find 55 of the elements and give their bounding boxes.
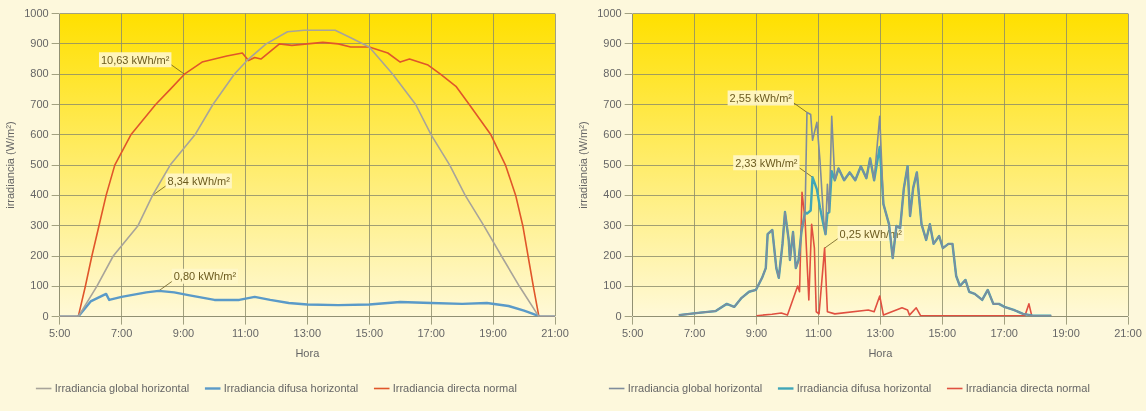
y-axis-title: irradiancia (W/m²)	[3, 121, 16, 209]
y-tick-label: 100	[603, 279, 622, 292]
y-tick-label: 600	[603, 127, 622, 140]
y-tick-label: 0	[615, 309, 622, 322]
x-tick-label: 11:00	[232, 327, 259, 340]
y-tick-label: 1000	[24, 6, 49, 19]
x-tick-label: 19:00	[1052, 327, 1080, 340]
y-tick-label: 400	[603, 188, 622, 201]
legend-label: Irradiancia difusa horizontal	[223, 381, 359, 394]
x-tick-label: 9:00	[745, 327, 768, 340]
y-tick-label: 200	[30, 249, 49, 262]
x-tick-label: 21:00	[541, 327, 569, 340]
x-axis-title: Hora	[295, 347, 321, 360]
x-tick-label: 21:00	[1114, 327, 1142, 340]
x-tick-label: 15:00	[928, 327, 957, 340]
x-axis-title: Hora	[868, 347, 894, 360]
y-tick-label: 200	[603, 249, 622, 262]
x-tick-label: 13:00	[293, 327, 322, 340]
x-tick-label: 5:00	[48, 327, 71, 340]
y-axis-title: irradiancia (W/m²)	[576, 121, 589, 209]
y-tick-label: 700	[603, 97, 622, 110]
y-tick-label: 300	[603, 218, 622, 231]
annotation: 2,55 kWh/m²	[729, 91, 793, 104]
x-tick-label: 7:00	[683, 327, 706, 340]
x-tick-label: 13:00	[866, 327, 895, 340]
legend-label: Irradiancia global horizontal	[54, 381, 190, 394]
y-tick-label: 300	[30, 218, 49, 231]
x-tick-label: 19:00	[479, 327, 507, 340]
y-tick-label: 1000	[597, 6, 622, 19]
annotation: 0,80 kWh/m²	[173, 270, 237, 283]
annotation: 8,34 kWh/m²	[167, 174, 231, 187]
x-tick-label: 15:00	[355, 327, 384, 340]
x-tick-label: 17:00	[417, 327, 445, 340]
legend-label: Irradiancia directa normal	[965, 381, 1090, 394]
y-tick-label: 400	[30, 188, 49, 201]
legend-label: Irradiancia difusa horizontal	[796, 381, 932, 394]
legend-label: Irradiancia global horizontal	[627, 381, 763, 394]
x-tick-label: 7:00	[110, 327, 133, 340]
x-tick-label: 5:00	[621, 327, 644, 340]
y-tick-label: 0	[42, 309, 49, 322]
y-tick-label: 600	[30, 127, 49, 140]
y-tick-label: 500	[603, 158, 622, 171]
legend-label: Irradiancia directa normal	[392, 381, 517, 394]
y-tick-label: 800	[30, 67, 49, 80]
y-tick-label: 500	[30, 158, 49, 171]
y-tick-label: 700	[30, 97, 49, 110]
x-tick-label: 11:00	[805, 327, 832, 340]
y-tick-label: 900	[603, 36, 622, 49]
annotation: 2,33 kWh/m²	[735, 156, 798, 169]
x-tick-label: 9:00	[172, 327, 195, 340]
y-tick-label: 800	[603, 67, 622, 80]
y-tick-label: 900	[30, 36, 49, 49]
annotation: 10,63 kWh/m²	[100, 53, 170, 66]
y-tick-label: 100	[30, 279, 49, 292]
x-tick-label: 17:00	[990, 327, 1018, 340]
